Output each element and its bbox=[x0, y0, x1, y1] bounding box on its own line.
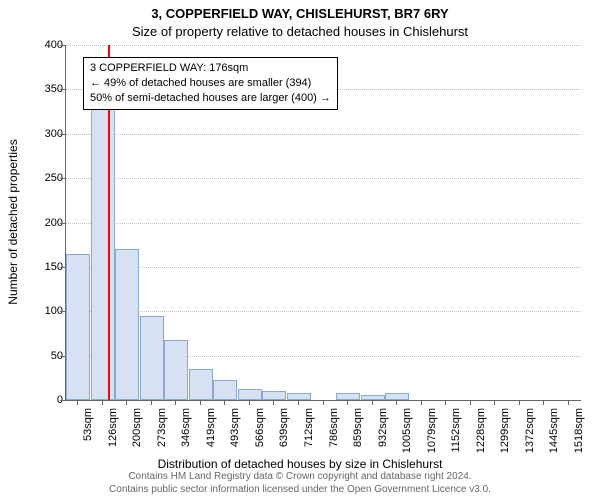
x-tick-label: 126sqm bbox=[107, 408, 119, 463]
x-tick-label: 639sqm bbox=[278, 408, 290, 463]
y-tick-mark bbox=[60, 400, 65, 401]
x-tick-label: 53sqm bbox=[82, 408, 94, 463]
x-tick-mark bbox=[347, 400, 348, 405]
histogram-bar bbox=[238, 389, 262, 400]
y-tick-mark bbox=[60, 223, 65, 224]
y-tick-mark bbox=[60, 45, 65, 46]
x-tick-label: 712sqm bbox=[303, 408, 315, 463]
histogram-bar bbox=[164, 340, 188, 400]
x-tick-mark bbox=[200, 400, 201, 405]
histogram-bar bbox=[189, 369, 213, 400]
chart-subtitle: Size of property relative to detached ho… bbox=[0, 24, 600, 39]
x-tick-label: 1445sqm bbox=[548, 408, 560, 463]
x-tick-label: 273sqm bbox=[156, 408, 168, 463]
gridline bbox=[66, 223, 581, 224]
x-tick-mark bbox=[372, 400, 373, 405]
x-tick-mark bbox=[249, 400, 250, 405]
histogram-bar bbox=[115, 249, 139, 400]
histogram-bar bbox=[91, 107, 115, 400]
x-tick-mark bbox=[421, 400, 422, 405]
x-tick-mark bbox=[396, 400, 397, 405]
y-tick-mark bbox=[60, 311, 65, 312]
x-tick-mark bbox=[470, 400, 471, 405]
gridline bbox=[66, 267, 581, 268]
y-tick-label: 200 bbox=[35, 217, 63, 229]
y-tick-mark bbox=[60, 267, 65, 268]
x-tick-mark bbox=[445, 400, 446, 405]
annotation-line-1: 3 COPPERFIELD WAY: 176sqm bbox=[90, 61, 331, 76]
x-tick-label: 859sqm bbox=[352, 408, 364, 463]
x-tick-mark bbox=[224, 400, 225, 405]
x-tick-label: 419sqm bbox=[205, 408, 217, 463]
x-tick-mark bbox=[494, 400, 495, 405]
y-axis-label: Number of detached properties bbox=[6, 139, 20, 304]
y-tick-mark bbox=[60, 89, 65, 90]
x-tick-mark bbox=[543, 400, 544, 405]
x-tick-mark bbox=[519, 400, 520, 405]
chart-container: 3, COPPERFIELD WAY, CHISLEHURST, BR7 6RY… bbox=[0, 0, 600, 500]
y-tick-mark bbox=[60, 356, 65, 357]
histogram-bar bbox=[262, 391, 286, 400]
x-tick-mark bbox=[298, 400, 299, 405]
gridline bbox=[66, 178, 581, 179]
y-tick-label: 400 bbox=[35, 39, 63, 51]
annotation-line-3: 50% of semi-detached houses are larger (… bbox=[90, 91, 331, 106]
annotation-box: 3 COPPERFIELD WAY: 176sqm← 49% of detach… bbox=[83, 57, 338, 110]
histogram-bar bbox=[140, 316, 164, 400]
chart-footer: Contains HM Land Registry data © Crown c… bbox=[0, 471, 600, 496]
x-tick-label: 493sqm bbox=[229, 408, 241, 463]
x-tick-label: 1228sqm bbox=[475, 408, 487, 463]
x-tick-mark bbox=[126, 400, 127, 405]
y-tick-label: 0 bbox=[35, 394, 63, 406]
y-tick-label: 150 bbox=[35, 261, 63, 273]
x-tick-mark bbox=[175, 400, 176, 405]
x-tick-label: 566sqm bbox=[254, 408, 266, 463]
x-tick-label: 200sqm bbox=[131, 408, 143, 463]
x-tick-mark bbox=[323, 400, 324, 405]
x-tick-mark bbox=[77, 400, 78, 405]
gridline bbox=[66, 134, 581, 135]
x-tick-mark bbox=[273, 400, 274, 405]
footer-line-2: Contains public sector information licen… bbox=[0, 484, 600, 497]
histogram-bar bbox=[213, 380, 237, 400]
gridline bbox=[66, 311, 581, 312]
y-tick-label: 50 bbox=[35, 350, 63, 362]
chart-title-address: 3, COPPERFIELD WAY, CHISLEHURST, BR7 6RY bbox=[0, 6, 600, 21]
x-tick-label: 932sqm bbox=[377, 408, 389, 463]
y-tick-label: 250 bbox=[35, 172, 63, 184]
y-tick-mark bbox=[60, 178, 65, 179]
x-tick-mark bbox=[102, 400, 103, 405]
annotation-line-2: ← 49% of detached houses are smaller (39… bbox=[90, 76, 331, 91]
x-tick-label: 1152sqm bbox=[450, 408, 462, 463]
x-tick-label: 1005sqm bbox=[401, 408, 413, 463]
y-tick-label: 300 bbox=[35, 128, 63, 140]
y-tick-label: 100 bbox=[35, 305, 63, 317]
x-tick-label: 1299sqm bbox=[499, 408, 511, 463]
x-tick-label: 786sqm bbox=[328, 408, 340, 463]
footer-line-1: Contains HM Land Registry data © Crown c… bbox=[0, 471, 600, 484]
x-tick-label: 346sqm bbox=[180, 408, 192, 463]
y-tick-mark bbox=[60, 134, 65, 135]
histogram-bar bbox=[385, 393, 409, 400]
histogram-bar bbox=[336, 393, 360, 400]
x-tick-mark bbox=[568, 400, 569, 405]
x-tick-label: 1372sqm bbox=[524, 408, 536, 463]
y-tick-label: 350 bbox=[35, 83, 63, 95]
x-tick-label: 1518sqm bbox=[573, 408, 585, 463]
x-tick-label: 1079sqm bbox=[426, 408, 438, 463]
gridline bbox=[66, 45, 581, 46]
histogram-bar bbox=[66, 254, 90, 400]
x-tick-mark bbox=[151, 400, 152, 405]
histogram-bar bbox=[287, 393, 311, 400]
